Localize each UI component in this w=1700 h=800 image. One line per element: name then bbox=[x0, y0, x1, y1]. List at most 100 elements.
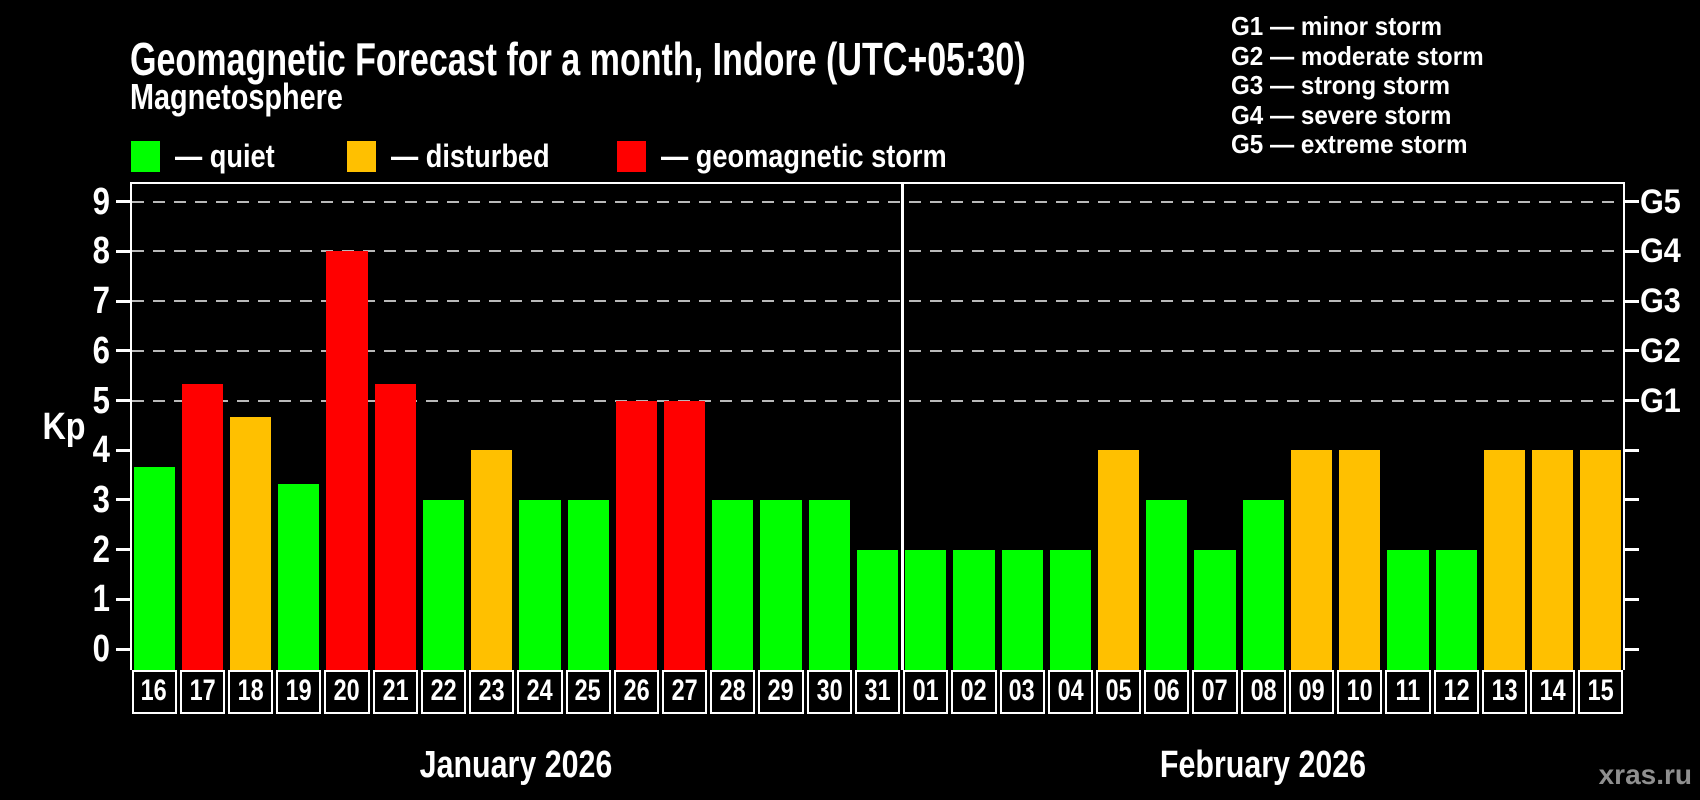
kp-tick-label: 6 bbox=[92, 329, 110, 372]
day-number: 01 bbox=[912, 674, 939, 707]
y-axis-tick-right bbox=[1625, 448, 1639, 452]
day-label-cell: 08 bbox=[1240, 670, 1286, 714]
y-axis-tick-right bbox=[1625, 647, 1639, 651]
watermark: xras.ru bbox=[1598, 759, 1692, 790]
day-number: 26 bbox=[623, 674, 650, 707]
day-label-cell: 19 bbox=[276, 670, 322, 714]
y-axis-tick-left bbox=[116, 399, 130, 402]
kp-bar bbox=[181, 384, 223, 670]
day-number: 15 bbox=[1587, 674, 1614, 707]
day-number: 20 bbox=[333, 674, 361, 707]
kp-tick-label: 3 bbox=[92, 478, 110, 521]
g-scale-legend: G1 — minor storm G2 — moderate storm G3 … bbox=[1231, 11, 1503, 160]
kp-bar bbox=[1098, 450, 1140, 670]
kp-tick-label: 9 bbox=[92, 180, 110, 223]
legend-item-storm: — geomagnetic storm bbox=[617, 140, 997, 172]
day-label-cell: 10 bbox=[1337, 670, 1383, 714]
kp-tick-label: 2 bbox=[92, 528, 110, 571]
kp-bar bbox=[1387, 549, 1429, 670]
day-label-cell: 28 bbox=[710, 670, 756, 714]
y-axis-tick-left bbox=[116, 299, 130, 303]
kp-tick-label: 8 bbox=[92, 230, 110, 273]
y-axis-tick-right bbox=[1625, 299, 1639, 303]
kp-tick-label: 1 bbox=[92, 578, 110, 621]
legend-item-disturbed: — disturbed bbox=[347, 140, 578, 172]
day-number: 02 bbox=[960, 674, 987, 707]
day-label-cell: 31 bbox=[854, 670, 901, 714]
day-number: 12 bbox=[1443, 674, 1470, 707]
day-label-cell: 07 bbox=[1192, 670, 1238, 714]
kp-gridline bbox=[132, 399, 1623, 402]
day-label-cell: 15 bbox=[1578, 670, 1624, 714]
kp-bar bbox=[1242, 499, 1284, 670]
day-number: 29 bbox=[768, 674, 795, 707]
g-scale-line-g4: G4 — severe storm bbox=[1231, 99, 1452, 130]
y-axis-tick-left bbox=[116, 249, 130, 253]
y-axis-tick-left bbox=[116, 200, 130, 204]
g-scale-line-g5: G5 — extreme storm bbox=[1231, 129, 1468, 159]
kp-bar bbox=[760, 499, 802, 670]
kp-bar bbox=[471, 450, 513, 670]
day-label-cell: 11 bbox=[1385, 670, 1431, 714]
kp-bar bbox=[712, 499, 754, 670]
y-axis-tick-left bbox=[116, 498, 130, 502]
day-number: 07 bbox=[1202, 674, 1229, 707]
g-level-label: G2 bbox=[1640, 331, 1681, 370]
day-number: 03 bbox=[1009, 674, 1036, 707]
g-level-label: G4 bbox=[1640, 232, 1681, 271]
day-number: 16 bbox=[141, 674, 168, 707]
day-label-cell: 30 bbox=[806, 670, 852, 714]
kp-bar bbox=[905, 549, 947, 670]
kp-gridline bbox=[132, 200, 1623, 203]
kp-bar bbox=[1339, 450, 1381, 670]
day-label-cell: 26 bbox=[613, 670, 659, 714]
day-number: 18 bbox=[237, 674, 264, 707]
kp-bar bbox=[663, 400, 706, 670]
kp-bar bbox=[1580, 450, 1622, 670]
day-label-cell: 09 bbox=[1288, 670, 1335, 714]
y-axis-tick-right bbox=[1625, 200, 1639, 204]
day-label-cell: 21 bbox=[372, 670, 418, 714]
day-label-cell: 04 bbox=[1047, 670, 1093, 714]
day-label-cell: 05 bbox=[1096, 670, 1142, 714]
kp-tick-label: 5 bbox=[92, 379, 110, 422]
kp-bar bbox=[808, 499, 850, 670]
month-label: January 2026 bbox=[419, 744, 613, 786]
g-level-label: G3 bbox=[1640, 282, 1681, 321]
day-number: 25 bbox=[575, 674, 602, 707]
disturbed-color-swatch-icon bbox=[347, 140, 376, 172]
day-label-cell: 03 bbox=[999, 670, 1045, 714]
kp-bar bbox=[567, 499, 609, 670]
day-label-cell: 14 bbox=[1530, 670, 1576, 714]
quiet-color-swatch-icon bbox=[131, 140, 160, 172]
day-number: 05 bbox=[1105, 674, 1132, 707]
day-number: 09 bbox=[1298, 674, 1325, 707]
kp-bar bbox=[278, 483, 320, 670]
legend-label-disturbed: — disturbed bbox=[391, 138, 550, 174]
storm-color-swatch-icon bbox=[617, 140, 646, 172]
legend-label-storm: — geomagnetic storm bbox=[661, 138, 947, 174]
legend-label-quiet: — quiet bbox=[175, 138, 275, 174]
g-scale-line-g1: G1 — minor storm bbox=[1231, 11, 1442, 41]
y-axis-tick-right bbox=[1625, 249, 1639, 253]
day-label-cell: 20 bbox=[324, 670, 370, 714]
month-label: February 2026 bbox=[1160, 744, 1367, 786]
day-label-cell: 22 bbox=[420, 670, 467, 714]
kp-bar bbox=[422, 499, 465, 670]
y-axis-tick-left bbox=[116, 647, 130, 651]
legend-item-quiet: — quiet bbox=[131, 140, 292, 172]
day-number: 08 bbox=[1250, 674, 1277, 707]
day-label-cell: 13 bbox=[1481, 670, 1528, 714]
kp-bar bbox=[856, 549, 899, 670]
kp-bar bbox=[615, 400, 657, 670]
y-axis-tick-right bbox=[1625, 349, 1639, 353]
y-axis-tick-left bbox=[116, 448, 130, 452]
kp-bar bbox=[229, 416, 272, 670]
kp-bar bbox=[1290, 450, 1333, 670]
chart-title: Geomagnetic Forecast for a month, Indore… bbox=[130, 33, 1026, 85]
day-label-cell: 17 bbox=[179, 670, 225, 714]
y-axis-tick-right bbox=[1625, 399, 1639, 402]
day-label-cell: 18 bbox=[227, 670, 274, 714]
kp-bar bbox=[1532, 450, 1574, 670]
